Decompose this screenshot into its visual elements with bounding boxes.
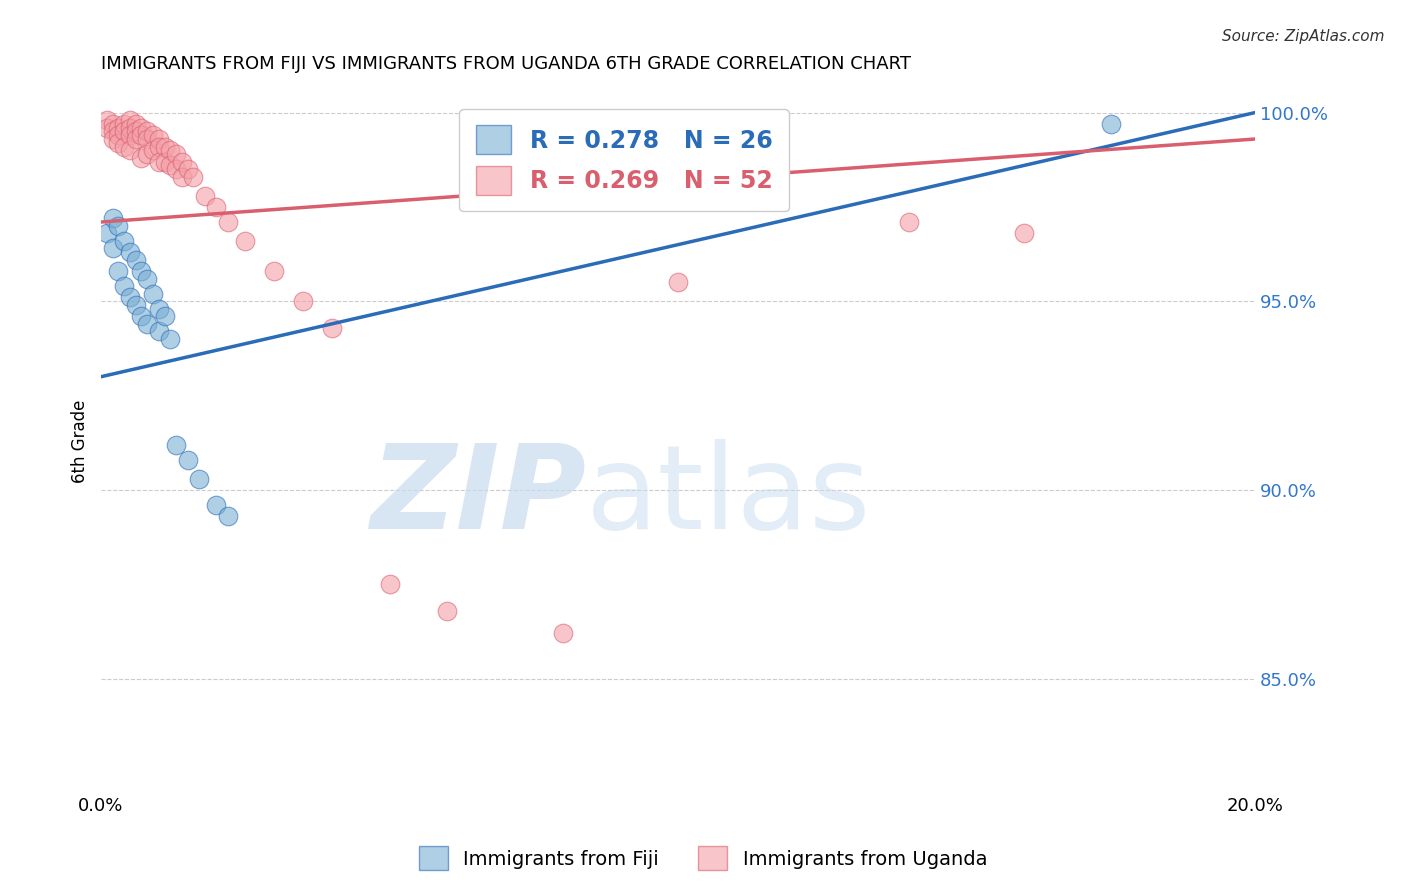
Point: [118, 128, 141, 143]
Point: [205, 498, 228, 512]
Point: [551, 626, 574, 640]
Point: [136, 147, 159, 161]
Point: [159, 158, 181, 172]
Point: [148, 325, 170, 339]
Point: [217, 509, 239, 524]
Y-axis label: 6th Grade: 6th Grade: [72, 399, 89, 483]
Point: [153, 310, 176, 324]
Point: [124, 252, 146, 267]
Point: [124, 117, 146, 131]
Point: [118, 144, 141, 158]
Point: [1012, 227, 1035, 241]
Point: [118, 120, 141, 135]
Point: [112, 139, 135, 153]
Point: [124, 124, 146, 138]
Point: [217, 215, 239, 229]
Point: [148, 154, 170, 169]
Point: [321, 320, 343, 334]
Point: [118, 290, 141, 304]
Point: [118, 245, 141, 260]
Point: [131, 120, 153, 135]
Point: [148, 301, 170, 316]
Point: [112, 234, 135, 248]
Legend: Immigrants from Fiji, Immigrants from Uganda: Immigrants from Fiji, Immigrants from Ug…: [411, 838, 995, 878]
Text: IMMIGRANTS FROM FIJI VS IMMIGRANTS FROM UGANDA 6TH GRADE CORRELATION CHART: IMMIGRANTS FROM FIJI VS IMMIGRANTS FROM …: [101, 55, 911, 73]
Point: [107, 136, 129, 150]
Point: [112, 279, 135, 293]
Point: [142, 286, 165, 301]
Point: [124, 132, 146, 146]
Text: Source: ZipAtlas.com: Source: ZipAtlas.com: [1222, 29, 1385, 45]
Point: [112, 124, 135, 138]
Point: [101, 132, 124, 146]
Point: [107, 219, 129, 233]
Point: [101, 117, 124, 131]
Point: [96, 120, 118, 135]
Point: [131, 128, 153, 143]
Point: [153, 139, 176, 153]
Point: [112, 117, 135, 131]
Point: [136, 124, 159, 138]
Point: [131, 310, 153, 324]
Point: [107, 120, 129, 135]
Point: [153, 154, 176, 169]
Point: [165, 437, 187, 451]
Point: [131, 264, 153, 278]
Point: [378, 577, 401, 591]
Point: [118, 113, 141, 128]
Point: [183, 169, 205, 184]
Legend: R = 0.278   N = 26, R = 0.269   N = 52: R = 0.278 N = 26, R = 0.269 N = 52: [458, 109, 789, 211]
Point: [436, 604, 458, 618]
Point: [165, 162, 187, 177]
Point: [96, 227, 118, 241]
Point: [142, 144, 165, 158]
Point: [159, 144, 181, 158]
Point: [107, 264, 129, 278]
Point: [131, 151, 153, 165]
Point: [170, 169, 193, 184]
Text: atlas: atlas: [586, 440, 872, 555]
Point: [148, 139, 170, 153]
Point: [107, 128, 129, 143]
Point: [124, 298, 146, 312]
Point: [136, 271, 159, 285]
Point: [897, 215, 920, 229]
Point: [136, 132, 159, 146]
Point: [188, 472, 211, 486]
Point: [176, 162, 198, 177]
Point: [142, 128, 165, 143]
Point: [136, 317, 159, 331]
Point: [666, 276, 689, 290]
Point: [96, 113, 118, 128]
Point: [233, 234, 256, 248]
Point: [101, 124, 124, 138]
Point: [205, 200, 228, 214]
Point: [170, 154, 193, 169]
Text: ZIP: ZIP: [370, 440, 586, 555]
Point: [165, 147, 187, 161]
Point: [1099, 117, 1122, 131]
Point: [194, 188, 217, 202]
Point: [148, 132, 170, 146]
Point: [101, 242, 124, 256]
Point: [101, 211, 124, 226]
Point: [263, 264, 285, 278]
Point: [291, 294, 314, 309]
Point: [159, 332, 181, 346]
Point: [176, 452, 198, 467]
